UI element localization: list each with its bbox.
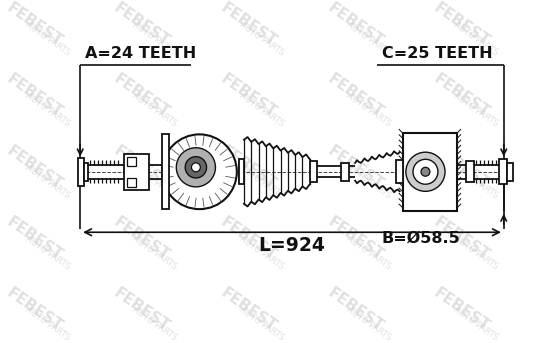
Text: FEBEST: FEBEST xyxy=(4,285,65,334)
Ellipse shape xyxy=(191,163,200,172)
Text: FEBEST: FEBEST xyxy=(218,285,279,334)
Text: FEBEST: FEBEST xyxy=(324,143,386,192)
Text: FEBEST: FEBEST xyxy=(111,285,172,334)
Text: AUTO PARTS: AUTO PARTS xyxy=(345,92,392,129)
Text: AUTO PARTS: AUTO PARTS xyxy=(131,234,179,271)
Text: FEBEST: FEBEST xyxy=(431,214,493,263)
Bar xyxy=(124,154,148,190)
Text: AUTO PARTS: AUTO PARTS xyxy=(238,163,285,200)
Text: AUTO PARTS: AUTO PARTS xyxy=(24,234,72,271)
Text: AUTO PARTS: AUTO PARTS xyxy=(452,21,499,58)
Text: FEBEST: FEBEST xyxy=(324,72,386,121)
Bar xyxy=(341,163,349,181)
Text: FEBEST: FEBEST xyxy=(218,214,279,263)
Ellipse shape xyxy=(406,152,445,191)
Text: B=Ø58.5: B=Ø58.5 xyxy=(382,230,460,246)
Bar xyxy=(499,159,507,184)
Text: AUTO PARTS: AUTO PARTS xyxy=(452,234,499,271)
Text: FEBEST: FEBEST xyxy=(324,0,386,49)
Ellipse shape xyxy=(185,157,207,178)
Bar xyxy=(403,133,456,211)
Text: AUTO PARTS: AUTO PARTS xyxy=(131,305,179,343)
Text: FEBEST: FEBEST xyxy=(4,72,65,121)
Text: FEBEST: FEBEST xyxy=(324,285,386,334)
Text: FEBEST: FEBEST xyxy=(4,0,65,49)
Text: FEBEST: FEBEST xyxy=(111,72,172,121)
Text: AUTO PARTS: AUTO PARTS xyxy=(345,21,392,58)
Text: FEBEST: FEBEST xyxy=(431,143,493,192)
Bar xyxy=(465,161,475,182)
Text: AUTO PARTS: AUTO PARTS xyxy=(24,92,72,129)
Bar xyxy=(84,163,88,181)
Text: AUTO PARTS: AUTO PARTS xyxy=(24,305,72,343)
Ellipse shape xyxy=(162,134,237,209)
Text: FEBEST: FEBEST xyxy=(111,214,172,263)
Text: AUTO PARTS: AUTO PARTS xyxy=(452,92,499,129)
Bar xyxy=(310,161,317,182)
Text: FEBEST: FEBEST xyxy=(324,214,386,263)
Bar xyxy=(507,163,513,181)
Text: AUTO PARTS: AUTO PARTS xyxy=(345,234,392,271)
Text: AUTO PARTS: AUTO PARTS xyxy=(452,305,499,343)
Bar xyxy=(162,134,169,209)
Ellipse shape xyxy=(421,167,430,176)
Text: FEBEST: FEBEST xyxy=(431,0,493,49)
Text: C=25 TEETH: C=25 TEETH xyxy=(382,46,492,61)
Text: AUTO PARTS: AUTO PARTS xyxy=(24,21,72,58)
Text: AUTO PARTS: AUTO PARTS xyxy=(238,305,285,343)
Text: FEBEST: FEBEST xyxy=(111,143,172,192)
Bar xyxy=(128,178,136,187)
Text: FEBEST: FEBEST xyxy=(218,143,279,192)
Text: FEBEST: FEBEST xyxy=(218,0,279,49)
Text: AUTO PARTS: AUTO PARTS xyxy=(238,92,285,129)
Text: AUTO PARTS: AUTO PARTS xyxy=(131,21,179,58)
Ellipse shape xyxy=(413,159,438,184)
Text: FEBEST: FEBEST xyxy=(4,143,65,192)
Text: L=924: L=924 xyxy=(258,236,326,255)
Text: FEBEST: FEBEST xyxy=(218,72,279,121)
Text: AUTO PARTS: AUTO PARTS xyxy=(24,163,72,200)
Text: AUTO PARTS: AUTO PARTS xyxy=(238,234,285,271)
Bar xyxy=(128,157,136,166)
Bar xyxy=(396,160,403,183)
Text: A=24 TEETH: A=24 TEETH xyxy=(85,46,196,61)
Text: AUTO PARTS: AUTO PARTS xyxy=(131,92,179,129)
Ellipse shape xyxy=(177,148,216,187)
Bar xyxy=(239,159,244,184)
Text: FEBEST: FEBEST xyxy=(431,72,493,121)
Text: AUTO PARTS: AUTO PARTS xyxy=(345,305,392,343)
Text: AUTO PARTS: AUTO PARTS xyxy=(345,163,392,200)
Text: FEBEST: FEBEST xyxy=(111,0,172,49)
Text: AUTO PARTS: AUTO PARTS xyxy=(238,21,285,58)
Bar xyxy=(78,157,84,186)
Text: AUTO PARTS: AUTO PARTS xyxy=(452,163,499,200)
Text: FEBEST: FEBEST xyxy=(4,214,65,263)
Text: AUTO PARTS: AUTO PARTS xyxy=(131,163,179,200)
Text: FEBEST: FEBEST xyxy=(431,285,493,334)
